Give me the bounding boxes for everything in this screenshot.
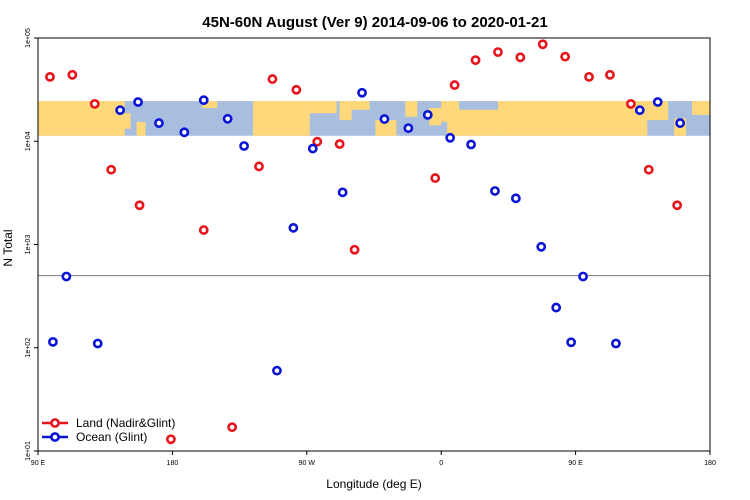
land-point [227,422,238,433]
legend-land-label: Land (Nadir&Glint) [76,416,175,430]
land-point [672,200,683,211]
land-point [106,164,117,175]
ocean-point [222,113,233,124]
ocean-point [61,271,72,282]
land-mass [405,101,418,117]
y-tick-label: 1e+01 [25,441,32,461]
legend-item-ocean: Ocean (Glint) [42,430,147,444]
land-point [166,434,176,445]
land-point [430,173,441,183]
land-point [134,200,145,211]
ocean-point [578,271,588,282]
land-point [334,139,345,149]
x-tick-label: 90 W [299,460,316,467]
land-point [515,52,526,63]
ocean-point [239,141,249,151]
legend: Land (Nadir&Glint) Ocean (Glint) [42,416,175,444]
land-point [643,164,654,175]
land-point [291,84,302,95]
ocean-point [536,241,547,252]
ocean-point [272,365,282,376]
legend-item-land: Land (Nadir&Glint) [42,416,175,430]
land-mass [124,113,131,129]
ocean-point [92,338,103,349]
land-mass [253,101,310,136]
land-point [470,55,481,66]
y-tick-label: 1e+04 [25,131,32,151]
land-mass [309,101,337,114]
land-point [605,69,615,80]
legend-ocean-marker [50,432,60,442]
ocean-point [307,143,318,154]
ocean-point [115,105,126,116]
ocean-point [675,118,686,128]
land-point [560,51,571,62]
chart-title: 45N-60N August (Ver 9) 2014-09-06 to 202… [202,14,547,31]
ocean-point [551,302,562,313]
land-point [89,99,100,109]
legend-land-marker [50,418,60,428]
x-tick-label: 180 [704,460,716,467]
ocean-point [154,118,164,128]
y-tick-label: 1e+03 [25,235,32,255]
plot-frame [37,37,711,452]
land-mass [497,101,648,136]
y-tick-label: 1e+05 [25,28,32,48]
land-mass [447,109,498,136]
map-land-masses [38,101,710,136]
ocean-point [566,337,577,348]
land-point [254,161,264,172]
land-mass [647,101,669,121]
y-tick-label: 1e+02 [25,338,32,358]
land-mass [692,101,710,115]
ocean-point [422,109,433,120]
land-point [537,39,548,50]
land-mass [38,101,125,136]
ocean-point [337,187,348,198]
ocean-point [379,114,390,124]
legend-ocean-label: Ocean (Glint) [76,430,147,444]
data-points [45,39,686,445]
x-axis-ticks: 90 E 180 90 W 0 90 E 180 [31,451,716,467]
ocean-point [466,139,476,150]
x-tick-label: 90 E [568,460,583,467]
ocean-point [48,336,58,347]
ocean-point [198,95,209,106]
x-axis-label: Longitude (deg E) [326,477,421,491]
land-point [449,80,460,90]
land-point [312,136,323,147]
land-point [584,71,594,82]
ocean-point [288,222,299,233]
land-mass [351,101,370,110]
world-map-band [38,101,710,136]
x-tick-label: 90 E [31,460,46,467]
land-point [267,74,278,84]
land-mass [375,120,397,136]
land-point [625,99,636,109]
ocean-point [445,132,456,143]
land-point [45,71,55,82]
ocean-point [611,338,621,349]
land-point [493,47,503,58]
land-mass [429,108,442,126]
x-tick-label: 0 [439,460,443,467]
land-mass [339,101,352,121]
y-axis-label: N Total [1,229,15,266]
x-tick-label: 180 [167,460,179,467]
land-point [67,69,78,80]
ocean-point [652,97,663,107]
land-mass [202,101,218,109]
land-mass [136,121,146,136]
ocean-point [403,123,414,134]
ocean-point [510,193,521,204]
y-axis-ticks: 1e+01 1e+02 1e+03 1e+04 1e+05 [25,28,38,461]
land-point [198,225,209,235]
ocean-point [179,127,190,138]
ocean-point [357,87,367,98]
land-point [349,244,360,255]
ocean-point [634,105,645,116]
ocean-point [133,97,143,107]
ocean-point [490,186,500,196]
